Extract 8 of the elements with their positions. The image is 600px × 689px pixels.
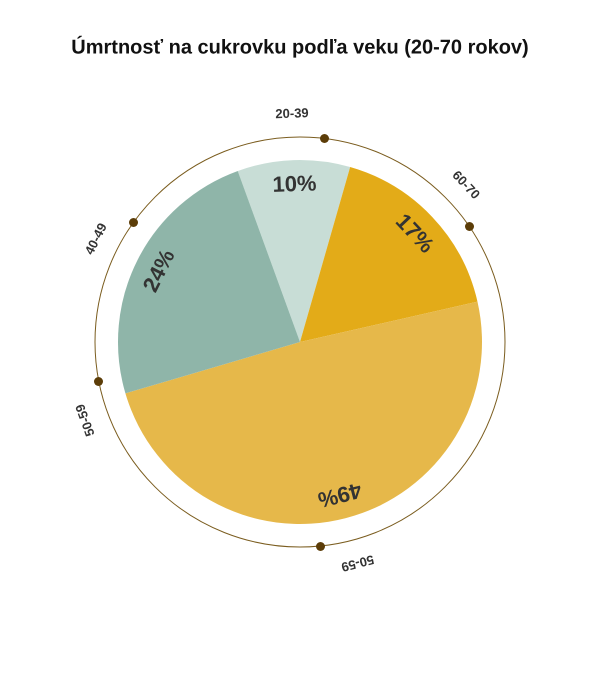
chart-title: Úmrtnosť na cukrovku podľa veku (20-70 rokov) — [71, 36, 529, 59]
text: 50-59 — [72, 402, 98, 438]
data-label: 24% — [137, 245, 180, 296]
data-label: 49% — [315, 478, 364, 513]
slice-label: 50-59 — [340, 552, 376, 575]
slice-label: 40-49 — [81, 220, 110, 258]
slice-label: 20-39 — [275, 105, 309, 122]
data-label: 10% — [272, 170, 317, 197]
